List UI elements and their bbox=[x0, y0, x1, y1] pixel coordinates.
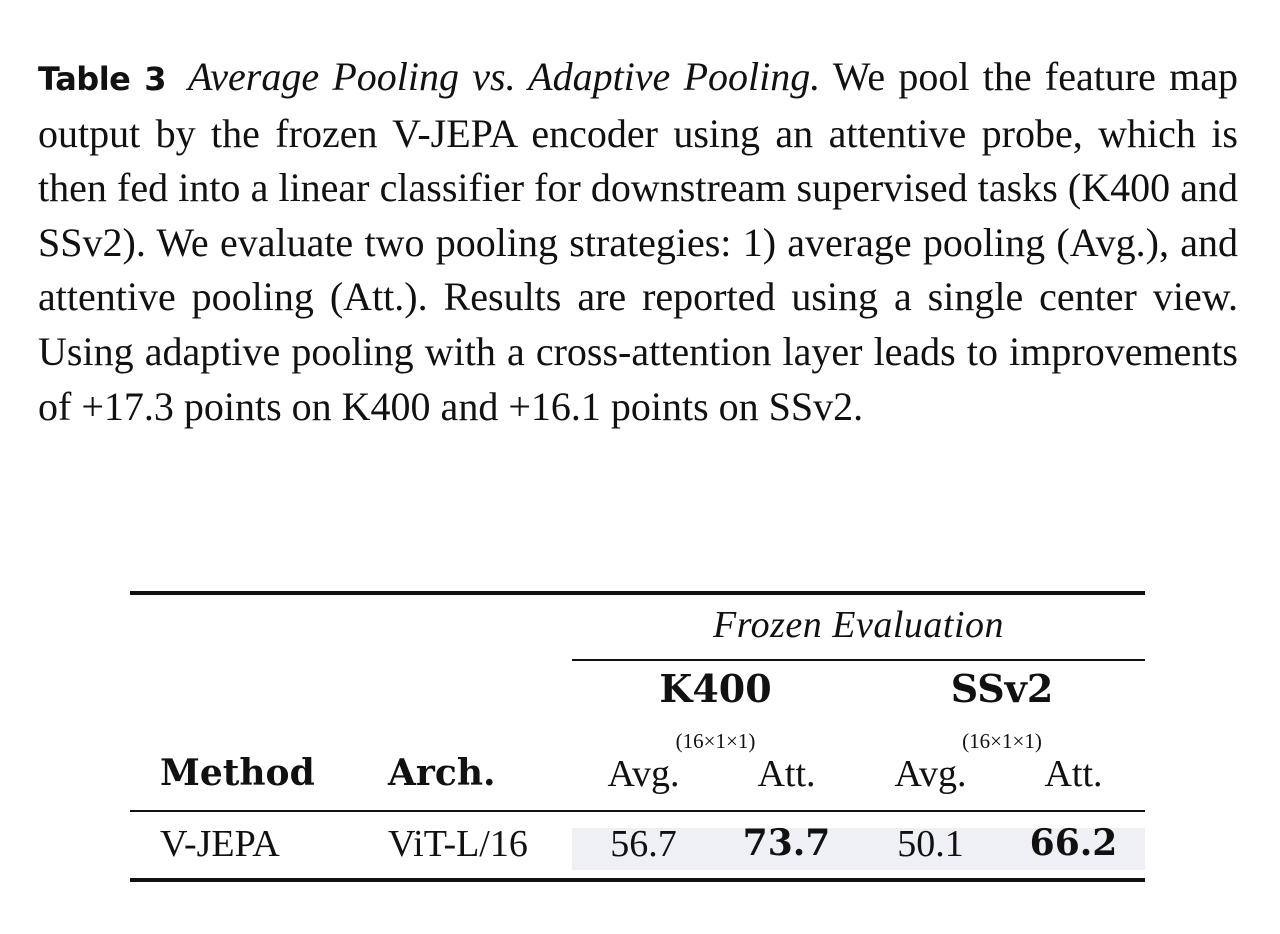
column-header-ssv2-avg: Avg. bbox=[894, 753, 967, 795]
table-bottom-rule bbox=[130, 878, 1145, 882]
dataset-header-k400: K400 bbox=[659, 666, 772, 711]
group-header-rule bbox=[572, 659, 1145, 661]
cell-ssv2-att: 66.2 bbox=[1029, 822, 1118, 864]
cell-method: V-JEPA bbox=[160, 823, 280, 865]
cell-k400-avg: 56.7 bbox=[610, 823, 677, 865]
cell-k400-att: 73.7 bbox=[742, 822, 831, 864]
dataset-header-ssv2: SSv2 bbox=[950, 666, 1054, 711]
caption-label: Table 3 bbox=[38, 60, 167, 98]
group-header: Frozen Evaluation bbox=[713, 604, 1004, 646]
column-header-arch: Arch. bbox=[388, 752, 496, 794]
column-header-k400-att: Att. bbox=[757, 753, 816, 795]
column-header-k400-avg: Avg. bbox=[607, 753, 680, 795]
column-header-method: Method bbox=[160, 752, 315, 794]
table-header-rule bbox=[130, 810, 1145, 812]
table-caption: Table 3 Average Pooling vs. Adaptive Pool… bbox=[38, 50, 1238, 434]
caption-title: Average Pooling vs. Adaptive Pooling. bbox=[188, 54, 821, 99]
cell-arch: ViT-L/16 bbox=[388, 823, 528, 865]
views-k400: (16×1×1) bbox=[675, 729, 756, 753]
highlighted-cells bbox=[572, 828, 1145, 870]
caption-body: We pool the feature map output by the fr… bbox=[38, 54, 1239, 429]
views-ssv2: (16×1×1) bbox=[962, 729, 1042, 753]
cell-ssv2-avg: 50.1 bbox=[897, 823, 964, 865]
table-top-rule bbox=[130, 591, 1145, 595]
column-header-ssv2-att: Att. bbox=[1044, 753, 1103, 795]
